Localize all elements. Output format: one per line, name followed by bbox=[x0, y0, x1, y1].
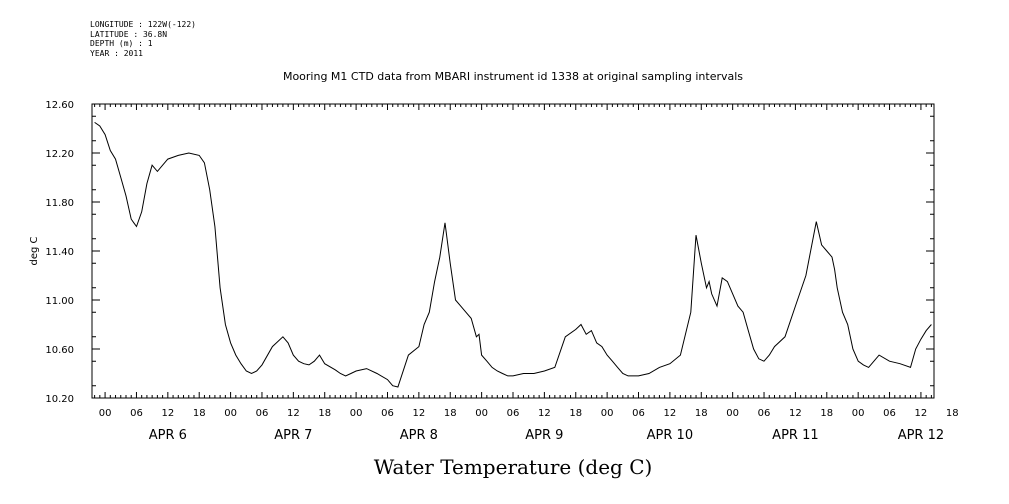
chart-title: Mooring M1 CTD data from MBARI instrumen… bbox=[283, 70, 743, 83]
x-hour-tick-label: 00 bbox=[99, 408, 112, 419]
x-hour-tick-label: 18 bbox=[946, 408, 959, 419]
x-hour-tick-label: 18 bbox=[695, 408, 708, 419]
x-hour-tick-label: 00 bbox=[726, 408, 739, 419]
x-hour-tick-label: 12 bbox=[161, 408, 174, 419]
axes: 12.60 12.20 11.80 11.40 11.00 10.60 10.20 00 06 1… bbox=[45, 100, 958, 443]
x-hour-tick-label: 12 bbox=[287, 408, 300, 419]
x-hour-tick-label: 18 bbox=[444, 408, 457, 419]
x-hour-tick-label: 18 bbox=[569, 408, 582, 419]
x-hour-tick-label: 00 bbox=[224, 408, 237, 419]
y-tick-label: 11.40 bbox=[45, 247, 74, 258]
x-hour-tick-label: 06 bbox=[381, 408, 394, 419]
x-day-label: APR 8 bbox=[400, 428, 438, 443]
x-hour-tick-label: 12 bbox=[538, 408, 551, 419]
x-hour-tick-label: 12 bbox=[915, 408, 928, 419]
x-hour-tick-label: 18 bbox=[193, 408, 206, 419]
x-hour-tick-label: 00 bbox=[350, 408, 363, 419]
y-tick-label: 11.00 bbox=[45, 296, 74, 307]
x-axis-label: Water Temperature (deg C) bbox=[374, 455, 653, 479]
x-hour-tick-label: 18 bbox=[318, 408, 331, 419]
y-tick-label: 10.60 bbox=[45, 345, 74, 356]
y-axis-label: deg C bbox=[29, 236, 40, 265]
plot-frame bbox=[91, 103, 935, 399]
x-day-label: APR 11 bbox=[772, 428, 818, 443]
x-hour-tick-label: 12 bbox=[412, 408, 425, 419]
metadata-year: YEAR : 2011 bbox=[90, 48, 143, 58]
x-hour-tick-label: 06 bbox=[632, 408, 645, 419]
x-hour-tick-label: 18 bbox=[820, 408, 833, 419]
x-hour-tick-label: 06 bbox=[883, 408, 896, 419]
metadata-latitude: LATITUDE : 36.8N bbox=[90, 29, 168, 39]
x-hour-tick-label: 00 bbox=[852, 408, 865, 419]
water-temperature-line bbox=[94, 121, 932, 388]
x-day-label: APR 12 bbox=[898, 428, 944, 443]
x-day-label: APR 6 bbox=[149, 428, 187, 443]
x-hour-tick-label: 06 bbox=[256, 408, 269, 419]
x-hour-tick-label: 00 bbox=[475, 408, 488, 419]
x-day-label: APR 10 bbox=[647, 428, 693, 443]
x-hour-tick-label: 12 bbox=[664, 408, 677, 419]
metadata-depth: DEPTH (m) : 1 bbox=[90, 39, 153, 48]
y-tick-label: 12.20 bbox=[45, 149, 74, 160]
x-hour-tick-label: 00 bbox=[601, 408, 614, 419]
x-hour-tick-label: 06 bbox=[507, 408, 520, 419]
x-hour-tick-label: 06 bbox=[758, 408, 771, 419]
metadata-longitude: LONGITUDE : 122W(-122) bbox=[90, 20, 196, 29]
y-tick-label: 10.20 bbox=[45, 394, 74, 405]
y-tick-label: 12.60 bbox=[45, 100, 74, 111]
x-hour-tick-label: 06 bbox=[130, 408, 143, 419]
x-hour-tick-label: 12 bbox=[789, 408, 802, 419]
y-tick-label: 11.80 bbox=[45, 198, 74, 209]
x-day-label: APR 7 bbox=[274, 428, 312, 443]
metadata-block: LONGITUDE : 122W(-122) LATITUDE : 36.8N … bbox=[90, 20, 196, 58]
x-day-label: APR 9 bbox=[525, 428, 563, 443]
